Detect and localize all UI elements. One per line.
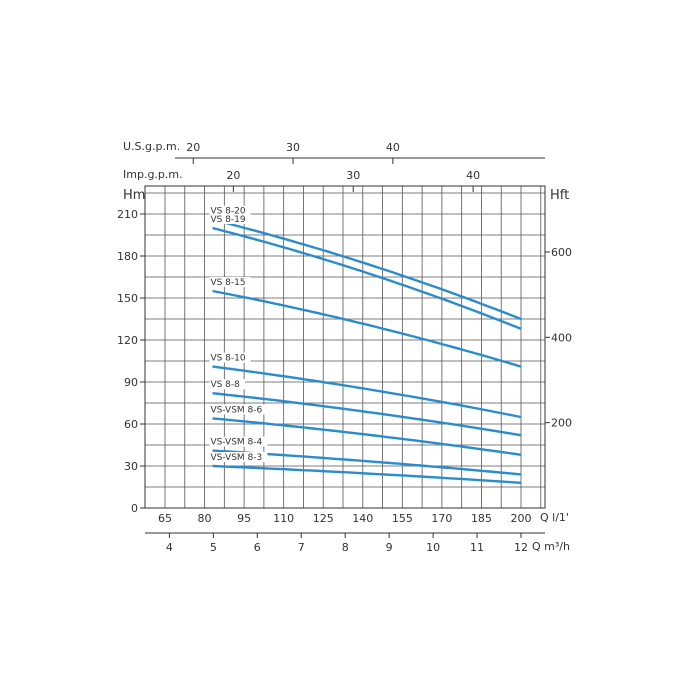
y-tick-label: 120: [117, 334, 138, 347]
m3h-tick-label: 12: [514, 541, 528, 554]
curve-vs-8-15: [212, 289, 522, 368]
us-gpm-tick-label: 40: [386, 141, 400, 154]
x-axis-unit-m3h: Q m³/h: [532, 540, 570, 553]
m3h-tick-label: 10: [426, 541, 440, 554]
us-gpm-axis-label: U.S.g.p.m.: [123, 140, 180, 153]
us-gpm-tick-label: 20: [186, 141, 200, 154]
series-label-background: [209, 452, 268, 462]
x-tick-label: 125: [313, 512, 334, 525]
m3h-tick-label: 9: [386, 541, 393, 554]
plot-frame: [140, 157, 550, 538]
imp-gpm-axis-label: Imp.g.p.m.: [123, 168, 183, 181]
y-tick-label: 60: [124, 418, 138, 431]
curve-vs-8-19: [212, 226, 522, 330]
x-tick-label: 155: [392, 512, 413, 525]
curve-vs-vsm-8-6: [212, 417, 522, 456]
x-tick-label: 65: [158, 512, 172, 525]
series-label: VS-VSM 8-6: [210, 405, 262, 415]
series-label-background: [209, 277, 251, 287]
x-tick-label: 170: [431, 512, 452, 525]
y-axis-label-hft: Hft: [550, 188, 569, 203]
x-tick-label: 200: [511, 512, 532, 525]
x-tick-label: 110: [273, 512, 294, 525]
series-label-background: [209, 379, 246, 390]
series-label: VS 8-10: [210, 354, 245, 364]
series-label: VS 8-8: [210, 380, 240, 390]
m3h-tick-label: 11: [470, 541, 484, 554]
y2-tick-label: 400: [551, 331, 572, 344]
series-label-background: [209, 436, 268, 447]
m3h-tick-label: 8: [342, 541, 349, 554]
y-tick-label: 210: [117, 208, 138, 221]
series-label-background: [209, 214, 251, 224]
curve-vs-vsm-8-3: [212, 464, 522, 484]
y-tick-label: 90: [124, 376, 138, 389]
y2-tick-label: 600: [551, 246, 572, 259]
m3h-tick-label: 7: [298, 541, 305, 554]
m3h-tick-label: 6: [254, 541, 261, 554]
series-label-background: [209, 404, 268, 415]
x-axis-unit-lpm: Q l/1': [540, 511, 569, 524]
y-tick-label: 180: [117, 250, 138, 263]
series-label: VS-VSM 8-4: [210, 438, 262, 448]
curve-vs-8-10: [212, 365, 522, 419]
curve-vs-8-20: [212, 218, 522, 321]
y-tick-label: 150: [117, 292, 138, 305]
imp-gpm-tick-label: 40: [466, 169, 480, 182]
y-tick-label: 0: [131, 502, 138, 515]
series-label-background: [209, 205, 251, 216]
x-tick-label: 140: [352, 512, 373, 525]
grid: [145, 186, 545, 508]
axis-labels: U.S.g.p.m. Imp.g.p.m. Hm Hft Q l/1' Q m³…: [123, 140, 570, 553]
performance-curves: [212, 218, 522, 484]
series-label: VS 8-19: [210, 215, 245, 225]
y-tick-label: 30: [124, 460, 138, 473]
series-label: VS-VSM 8-3: [210, 453, 262, 463]
curve-vs-8-8: [212, 392, 522, 437]
imp-gpm-tick-label: 30: [346, 169, 360, 182]
x-tick-label: 95: [237, 512, 251, 525]
y2-tick-label: 200: [551, 417, 572, 430]
series-label: VS 8-20: [210, 207, 245, 217]
series-label: VS 8-15: [210, 278, 245, 288]
imp-gpm-tick-label: 20: [226, 169, 240, 182]
us-gpm-tick-label: 30: [286, 141, 300, 154]
x-tick-label: 80: [198, 512, 212, 525]
x-tick-label: 185: [471, 512, 492, 525]
series-label-background: [209, 352, 251, 363]
y-axis-label-hm: Hm: [123, 188, 145, 203]
m3h-tick-label: 4: [166, 541, 173, 554]
m3h-tick-label: 5: [210, 541, 217, 554]
